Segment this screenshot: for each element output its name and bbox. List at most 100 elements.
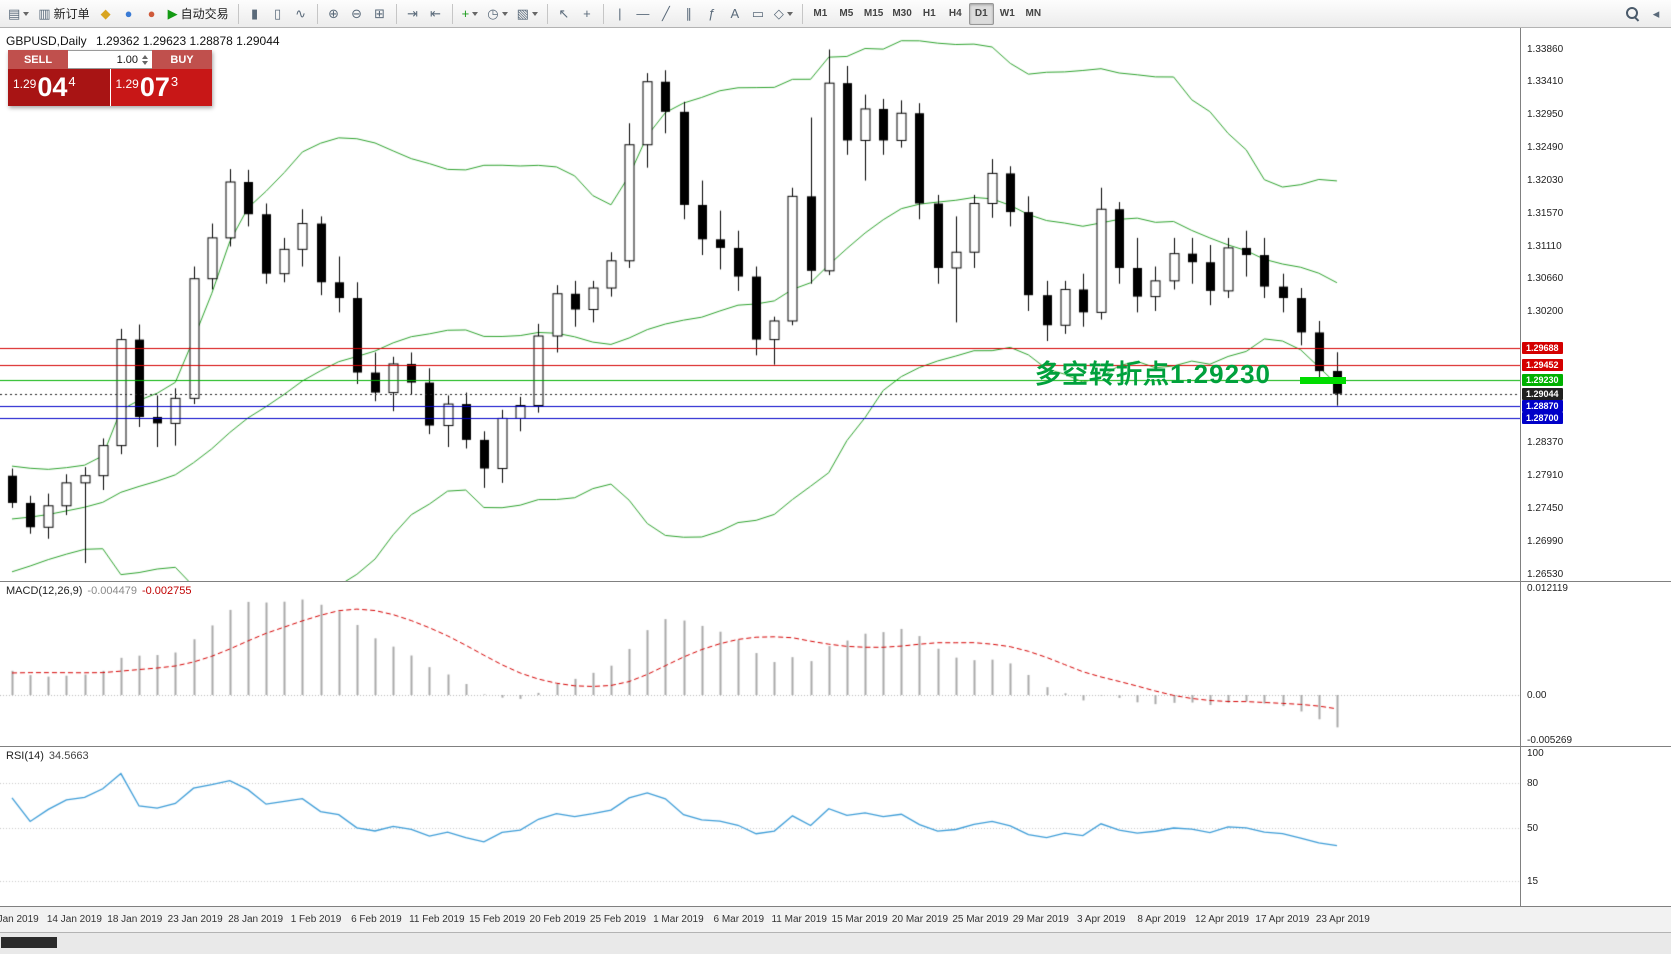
price-axis-label: 1.26990 (1527, 535, 1564, 547)
autotrading-play-icon: ▶ (167, 6, 178, 21)
price-axis-label: 1.33860 (1527, 43, 1564, 55)
autotrading-button-label: 自动交易 (180, 7, 229, 21)
price-chart-canvas[interactable] (0, 28, 1520, 581)
timeframe-w1[interactable]: W1 (999, 8, 1015, 19)
chart-shift-button[interactable]: ⇤ (425, 3, 447, 25)
price-tag: 1.29452 (1522, 358, 1563, 371)
toolbar: ▤ ▥ 新订单 ◆ ● ● ▶ 自动交易 ▮ ▯ ∿ ⊕ ⊖ ⊞ ⇥ ⇤ + ◷ ▧ ↖ + | — ╱ ∥ ƒ A ▭ ◇ M1 M5 M1… (0, 0, 1671, 28)
metaeditor-icon: ◆ (100, 6, 111, 21)
zoom-out-button[interactable]: ⊖ (346, 3, 368, 25)
strategy-tester-button[interactable]: ● (141, 3, 163, 25)
candlestick-icon: ▯ (274, 6, 282, 21)
price-tag: 1.29230 (1522, 374, 1563, 387)
volume-value: 1.00 (116, 53, 138, 66)
text-button[interactable]: A (724, 3, 746, 25)
timeframe-m15[interactable]: M15 (863, 8, 884, 19)
autotrading-button[interactable]: ▶ 自动交易 (164, 3, 233, 25)
indicators-button[interactable]: + (458, 3, 483, 25)
volume-input[interactable]: 1.00 (68, 50, 152, 69)
channel-button[interactable]: ∥ (678, 3, 700, 25)
cursor-button[interactable]: ↖ (553, 3, 575, 25)
rsi-axis-label: 50 (1527, 823, 1539, 834)
spinner-up-icon[interactable] (142, 54, 148, 59)
buy-price[interactable]: 1.29 07 3 (110, 69, 212, 106)
tester-icon: ● (147, 6, 156, 21)
price-axis[interactable]: 1.33860 1.33410 1.32950 1.32490 1.32030 1.315… (1520, 28, 1671, 581)
price-axis-label: 1.32030 (1527, 174, 1564, 186)
highlight-marker[interactable] (1300, 377, 1346, 385)
spinner-down-icon[interactable] (142, 60, 148, 65)
price-axis-label: 1.33410 (1527, 76, 1564, 87)
periods-clock-icon: ◷ (487, 6, 499, 21)
sell-price[interactable]: 1.29 04 4 (8, 69, 110, 106)
bar-chart-button[interactable]: ▮ (244, 3, 266, 25)
date-label: 23 Jan 2019 (167, 914, 223, 925)
vertical-line-button[interactable]: | (609, 3, 631, 25)
timeframe-m30[interactable]: M30 (892, 8, 912, 19)
ask-base: 1.29 (115, 77, 139, 91)
date-label: 18 Jan 2019 (107, 914, 163, 925)
date-label: 6 Feb 2019 (351, 914, 402, 925)
date-label: 8 Apr 2019 (1137, 914, 1186, 925)
auto-scroll-icon: ⇥ (407, 6, 419, 21)
date-label: 6 Mar 2019 (713, 914, 765, 925)
timeframe-mn[interactable]: MN (1025, 8, 1042, 19)
rsi-axis[interactable]: 100 80 50 15 (1520, 747, 1671, 906)
bottom-scrollbar[interactable] (0, 932, 1671, 954)
timeframe-d1[interactable]: D1 (968, 2, 994, 25)
dropdown-arrow-icon (531, 11, 538, 16)
label-icon: ▭ (751, 6, 764, 21)
trendline-button[interactable]: ╱ (655, 3, 677, 25)
date-axis[interactable]: 9 Jan 2019 14 Jan 2019 18 Jan 2019 23 Jan 2… (0, 906, 1671, 932)
templates-button[interactable]: ▧ (513, 3, 542, 25)
macd-hist-value: -0.004479 (87, 585, 137, 597)
dropdown-arrow-icon (786, 11, 793, 16)
toolbar-separator (237, 3, 239, 24)
macd-canvas[interactable] (0, 582, 1520, 746)
chart-title: GBPUSD,Daily 1.29362 1.29623 1.28878 1.2… (6, 34, 280, 48)
timeframe-h4[interactable]: H4 (948, 8, 962, 19)
chart-annotation[interactable]: 多空转折点1.29230 (1035, 359, 1271, 390)
search-button[interactable] (1621, 3, 1643, 25)
toolbar-separator (801, 3, 803, 24)
auto-scroll-button[interactable]: ⇥ (402, 3, 424, 25)
timeframe-m5[interactable]: M5 (839, 8, 854, 19)
fibonacci-button[interactable]: ƒ (701, 3, 723, 25)
rsi-canvas[interactable] (0, 747, 1520, 906)
toolbar-overflow-button[interactable]: ◂ (1645, 3, 1667, 25)
timeframe-m1[interactable]: M1 (813, 8, 828, 19)
chart-shift-icon: ⇤ (430, 6, 442, 21)
macd-axis-label: 0.00 (1527, 690, 1547, 702)
crosshair-button[interactable]: + (576, 3, 598, 25)
line-chart-button[interactable]: ∿ (290, 3, 312, 25)
volume-spinner[interactable] (142, 54, 148, 65)
new-order-icon: ▥ (38, 6, 51, 21)
main-chart-panel: 1.33860 1.33410 1.32950 1.32490 1.32030 1.315… (0, 28, 1671, 581)
rsi-name: RSI(14) (6, 750, 44, 762)
dropdown-arrow-icon (23, 11, 30, 16)
date-label: 1 Feb 2019 (290, 914, 342, 925)
date-label: 1 Mar 2019 (653, 914, 704, 925)
buy-button[interactable]: BUY (152, 50, 212, 69)
sell-button[interactable]: SELL (8, 50, 68, 69)
periods-button[interactable]: ◷ (483, 3, 511, 25)
new-order-button[interactable]: ▥ 新订单 (34, 3, 93, 25)
candlestick-chart-button[interactable]: ▯ (267, 3, 289, 25)
date-label: 14 Jan 2019 (46, 914, 102, 925)
shapes-button[interactable]: ◇ (770, 3, 797, 25)
date-label: 15 Mar 2019 (831, 914, 888, 925)
metaeditor-button[interactable]: ◆ (95, 3, 117, 25)
text-label-button[interactable]: ▭ (747, 3, 769, 25)
date-label: 11 Mar 2019 (771, 914, 827, 925)
line-chart-icon: ∿ (295, 6, 307, 21)
scrollbar-thumb[interactable] (1, 937, 57, 948)
new-chart-button[interactable]: ▤ (4, 3, 33, 25)
timeframe-h1[interactable]: H1 (922, 8, 936, 19)
date-label: 17 Apr 2019 (1255, 914, 1310, 925)
horizontal-line-button[interactable]: — (632, 3, 654, 25)
macd-axis[interactable]: 0.012119 0.00 -0.005269 (1520, 582, 1671, 746)
tile-windows-button[interactable]: ⊞ (369, 3, 391, 25)
dropdown-arrow-icon (501, 11, 508, 16)
zoom-in-button[interactable]: ⊕ (323, 3, 345, 25)
market-watch-button[interactable]: ● (118, 3, 140, 25)
